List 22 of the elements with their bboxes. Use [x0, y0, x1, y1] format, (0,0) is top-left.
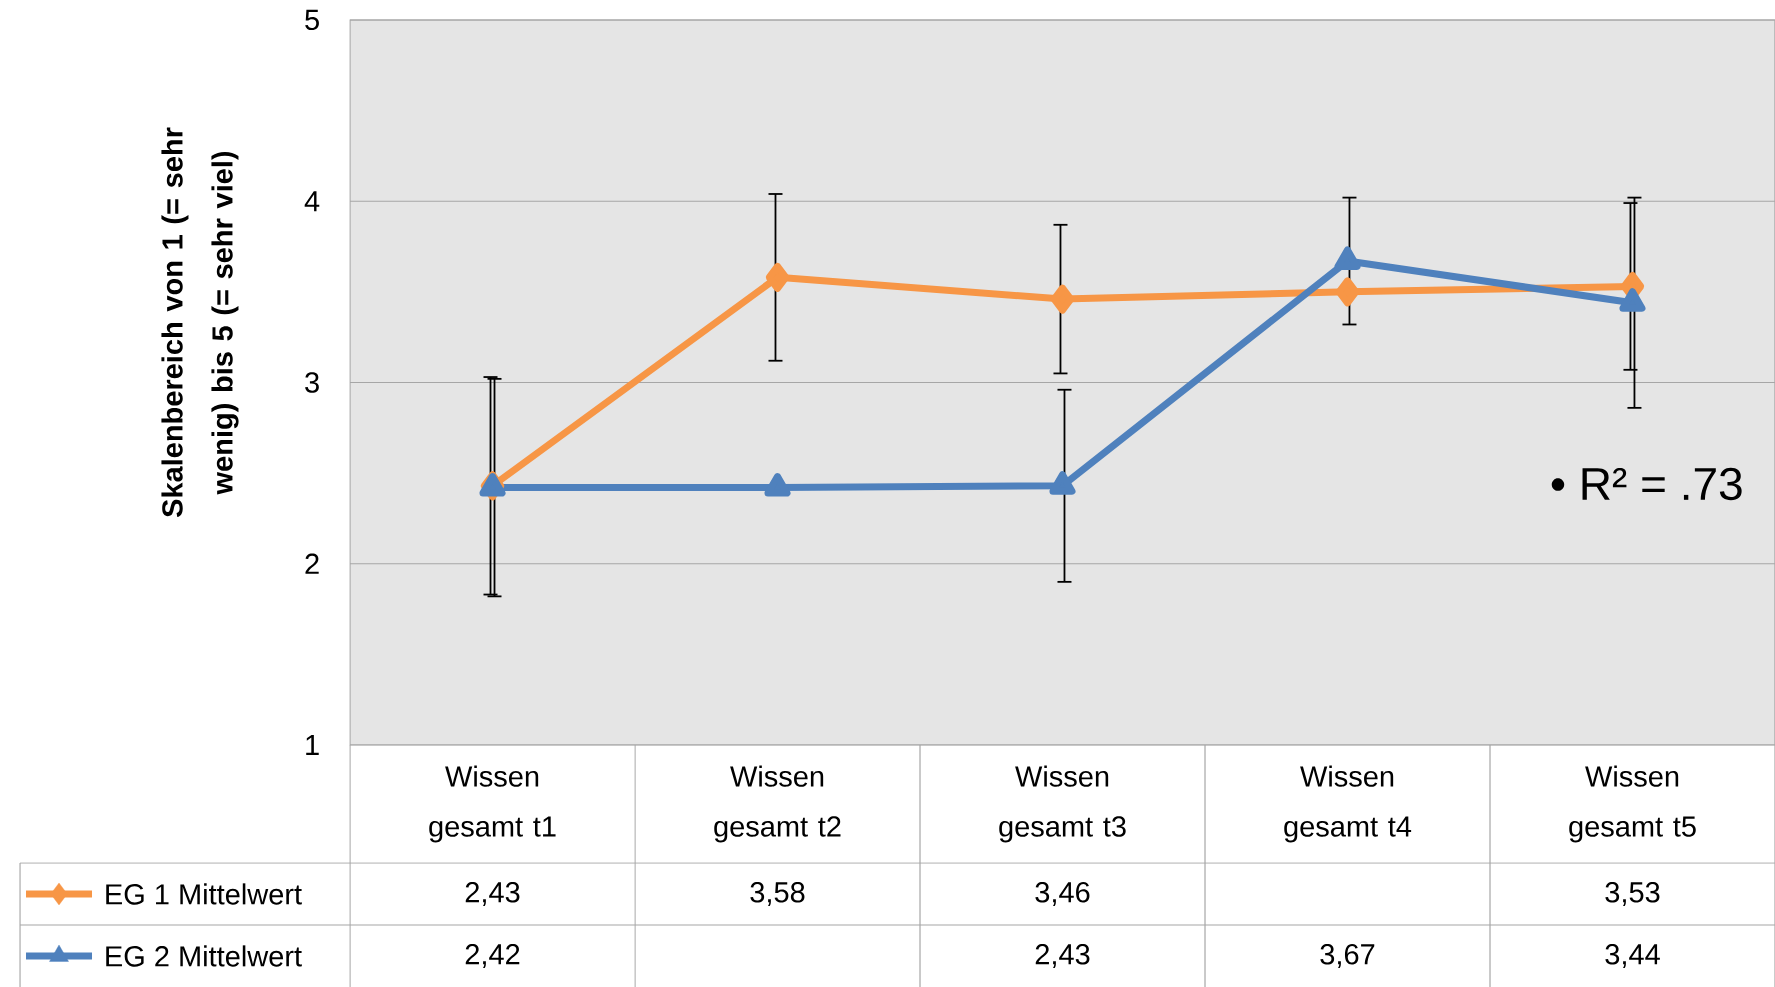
- x-tick-label: Wissen gesamt t4: [1284, 765, 1412, 843]
- data-label: 2,43: [1035, 944, 1090, 968]
- x-tick-label: Wissen gesamt t5: [1569, 765, 1696, 843]
- data-label: 3,67: [1320, 944, 1375, 968]
- y-axis-title: Skalenbereich von 1 (= sehr wenig) bis 5 (= sehr viel): [161, 127, 239, 518]
- legend-label: EG 1 Mittelwert: [106, 883, 302, 905]
- data-label: 3,53: [1605, 882, 1660, 906]
- data-label: 3,46: [1035, 882, 1090, 906]
- data-label: 3,44: [1605, 944, 1660, 968]
- y-tick-label: 5: [305, 9, 319, 31]
- y-tick-label: 1: [306, 735, 319, 755]
- data-label: 2,43: [465, 882, 520, 906]
- data-label: 3,58: [750, 882, 805, 906]
- x-tick-label: Wissen gesamt t3: [999, 765, 1126, 843]
- x-tick-label: Wissen gesamt t1: [429, 765, 556, 843]
- annotation: • R² = .73: [1551, 467, 1742, 501]
- legend-label: EG 2 Mittelwert: [106, 945, 302, 967]
- x-tick-label: Wissen gesamt t2: [714, 765, 841, 843]
- y-tick-label: 2: [305, 553, 319, 574]
- y-tick-label: 3: [305, 372, 319, 393]
- y-tick-label: 4: [304, 191, 320, 212]
- data-label: 2,42: [465, 944, 520, 968]
